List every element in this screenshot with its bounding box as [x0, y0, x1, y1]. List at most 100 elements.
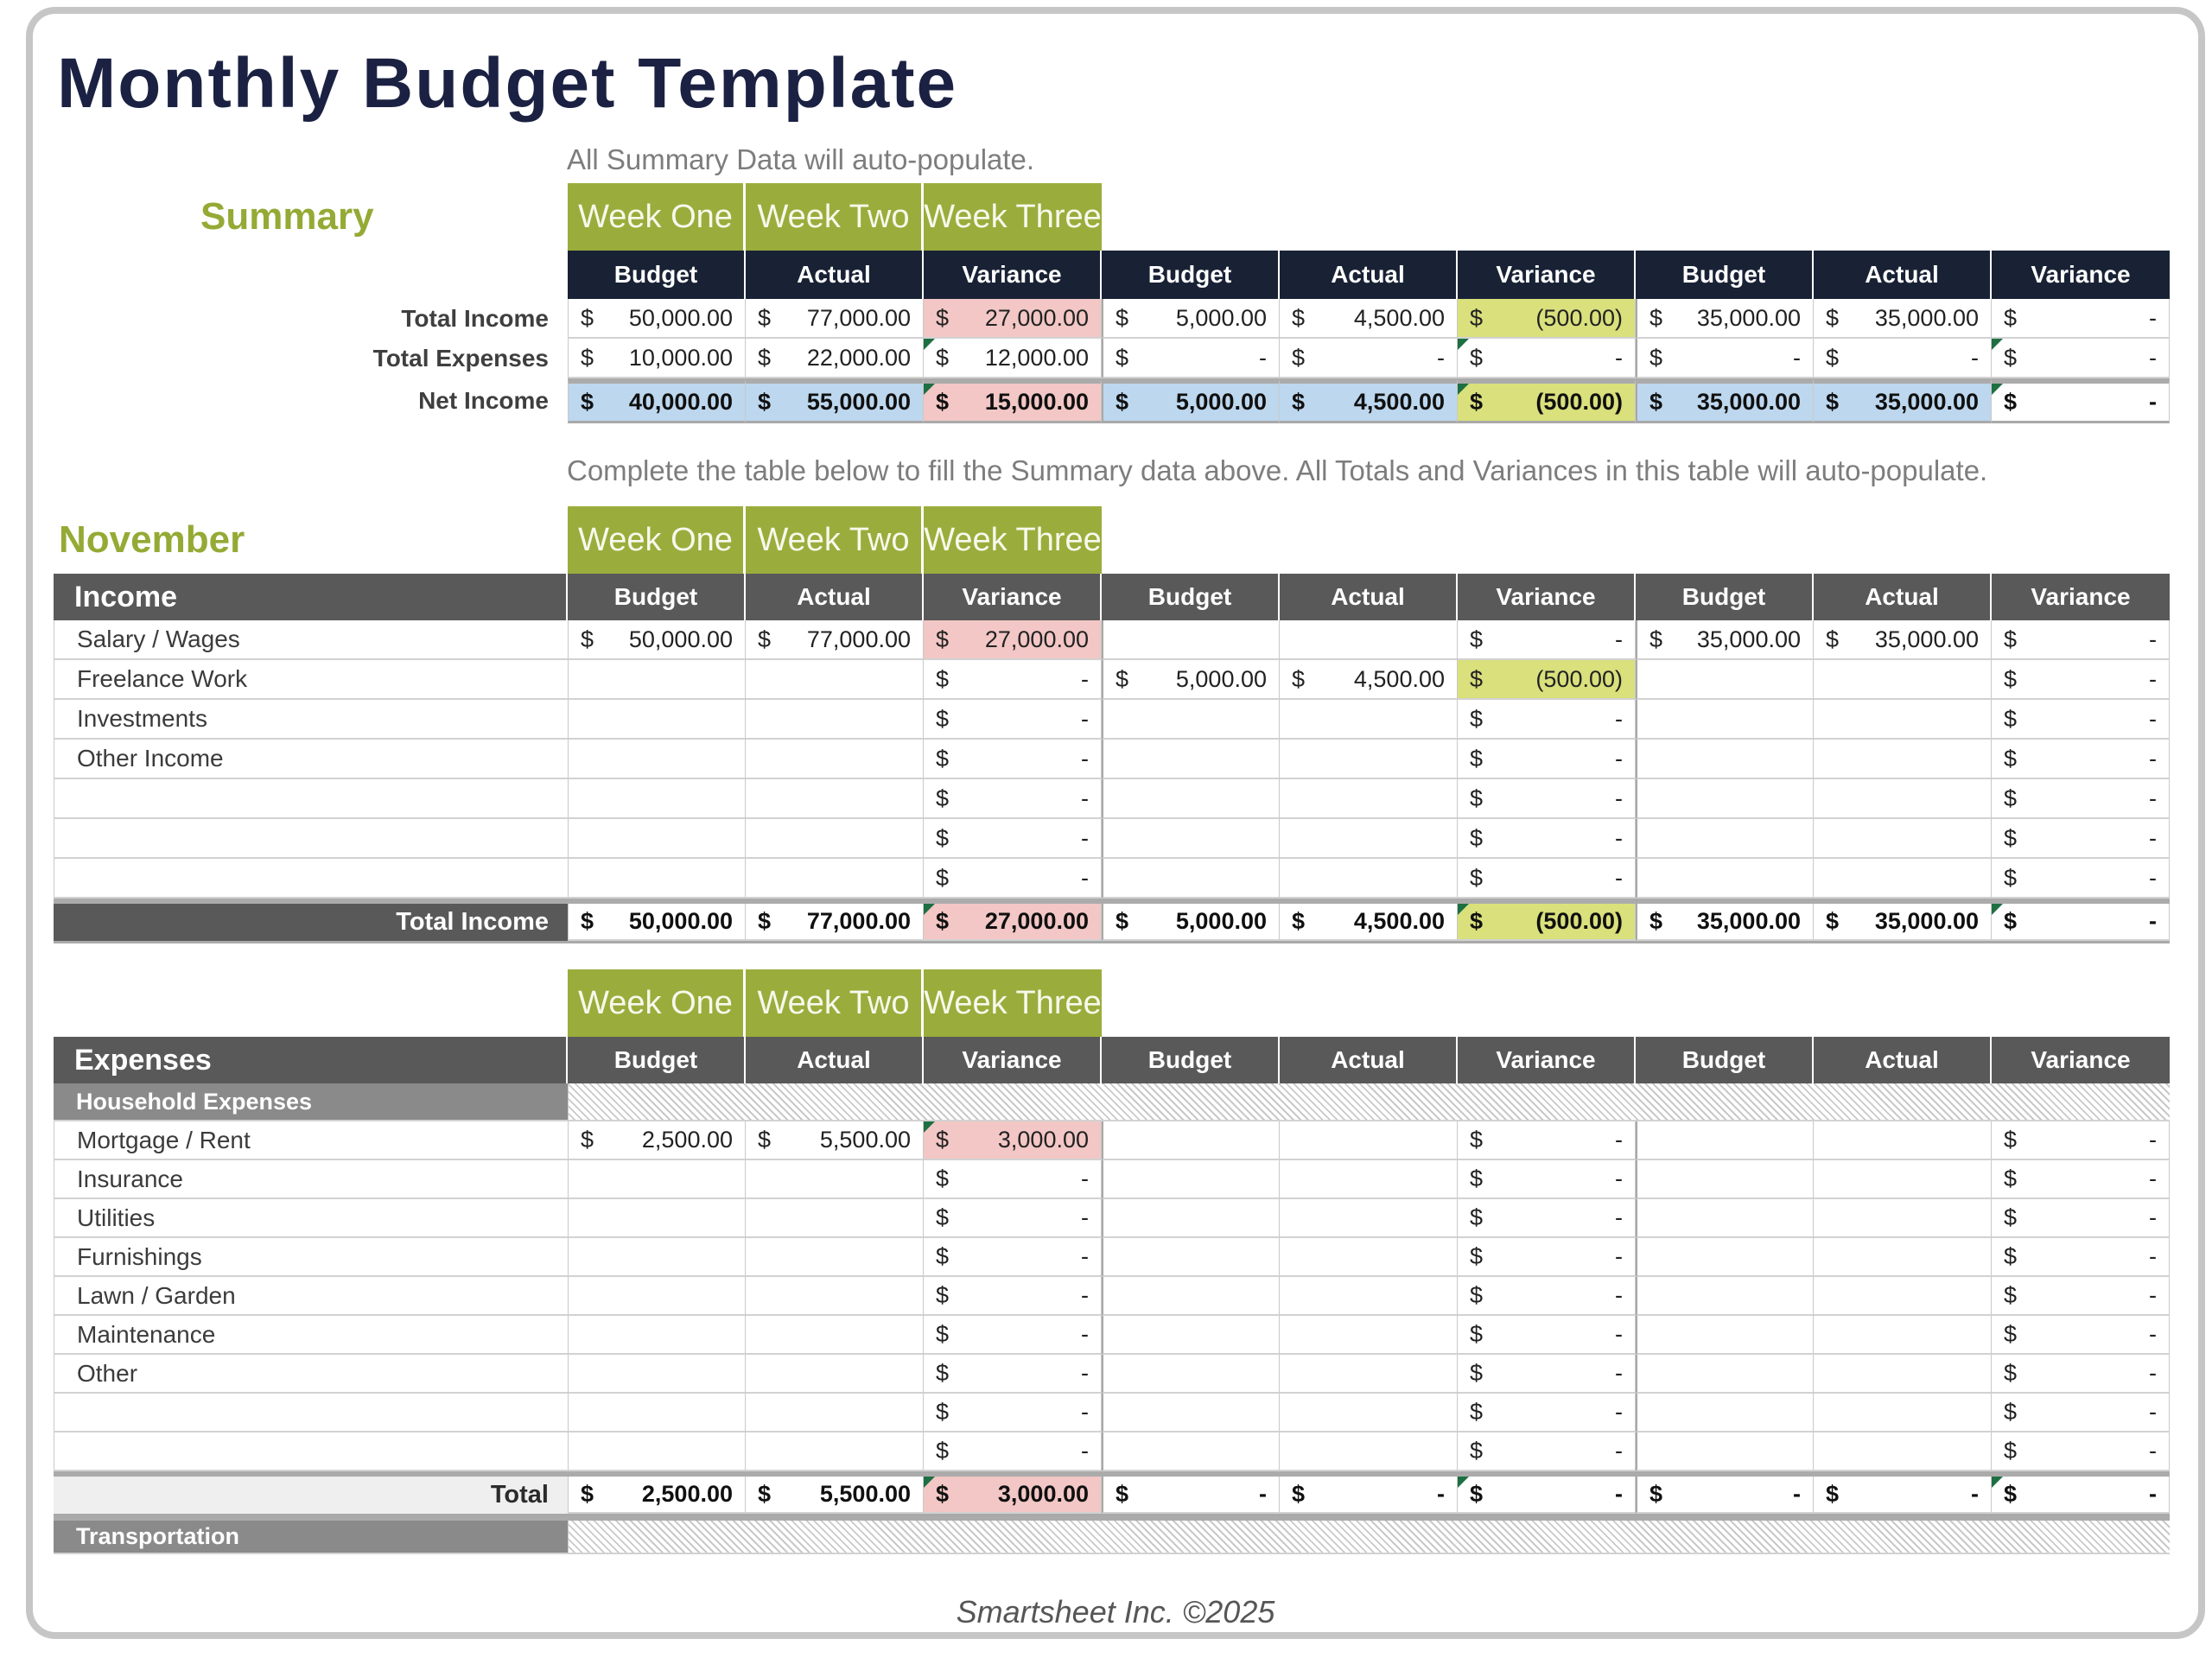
cell[interactable] [1814, 1355, 1992, 1394]
cell[interactable] [1636, 779, 1814, 819]
row-label[interactable]: Maintenance [54, 1316, 568, 1355]
cell[interactable] [1280, 1394, 1458, 1432]
cell[interactable] [1636, 660, 1814, 700]
cell[interactable] [1280, 1355, 1458, 1394]
column-header-cell[interactable]: Variance [924, 574, 1102, 620]
cell[interactable]: $27,000.00 [924, 620, 1102, 660]
cell[interactable] [746, 1432, 924, 1471]
cell[interactable]: $ - [1458, 1394, 1636, 1432]
cell[interactable] [568, 660, 746, 700]
column-header-cell[interactable]: Budget [1102, 251, 1280, 299]
column-header-cell[interactable]: Actual [1280, 574, 1458, 620]
cell[interactable]: $ - [1992, 1316, 2170, 1355]
cell[interactable]: $ - [1992, 740, 2170, 779]
cell[interactable]: $5,000.00 [1102, 660, 1280, 700]
cell[interactable]: $ - [1458, 1316, 1636, 1355]
cell[interactable]: $50,000.00 [568, 620, 746, 660]
cell[interactable] [746, 1238, 924, 1277]
column-header-cell[interactable]: Budget [568, 1037, 746, 1083]
cell[interactable]: $35,000.00 [1636, 904, 1814, 941]
cell[interactable]: $ - [1458, 700, 1636, 740]
row-label[interactable]: Salary / Wages [54, 620, 568, 660]
cell[interactable] [1280, 620, 1458, 660]
cell[interactable]: $ - [924, 1394, 1102, 1432]
cell[interactable]: $5,500.00 [746, 1121, 924, 1160]
cell[interactable] [1280, 1277, 1458, 1316]
cell[interactable] [746, 819, 924, 859]
cell[interactable]: $ - [924, 1199, 1102, 1238]
cell[interactable] [1814, 1394, 1992, 1432]
cell[interactable] [746, 859, 924, 899]
section-label[interactable]: Household Expenses [54, 1083, 568, 1121]
cell[interactable]: $ (500.00) [1458, 299, 1636, 339]
cell[interactable]: $ - [924, 1432, 1102, 1471]
cell[interactable]: $ - [1814, 339, 1992, 378]
week-header-cell[interactable]: Week Three [924, 183, 1102, 251]
cell[interactable] [1102, 1160, 1280, 1199]
cell[interactable]: $ (500.00) [1458, 378, 1636, 423]
row-label[interactable]: Insurance [54, 1160, 568, 1199]
cell[interactable] [1102, 819, 1280, 859]
row-label[interactable]: Other [54, 1355, 568, 1394]
cell[interactable]: $ (500.00) [1458, 660, 1636, 700]
cell[interactable]: $ - [924, 819, 1102, 859]
cell[interactable]: $5,000.00 [1102, 904, 1280, 941]
week-header-cell[interactable]: Week One [568, 183, 746, 251]
cell[interactable] [1102, 1277, 1280, 1316]
cell[interactable]: $3,000.00 [924, 1477, 1102, 1514]
cell[interactable]: $ - [1992, 819, 2170, 859]
cell[interactable]: $2,500.00 [568, 1121, 746, 1160]
cell[interactable]: $50,000.00 [568, 299, 746, 339]
cell[interactable] [1814, 819, 1992, 859]
row-label[interactable]: Investments [54, 700, 568, 740]
cell[interactable] [568, 1199, 746, 1238]
cell[interactable]: $ - [1458, 1355, 1636, 1394]
cell[interactable] [568, 1238, 746, 1277]
cell[interactable] [1102, 1432, 1280, 1471]
cell[interactable]: $35,000.00 [1814, 904, 1992, 941]
cell[interactable] [1280, 740, 1458, 779]
cell[interactable] [1102, 1199, 1280, 1238]
cell[interactable] [746, 1355, 924, 1394]
cell[interactable]: $ - [1992, 904, 2170, 941]
cell[interactable] [1814, 660, 1992, 700]
cell[interactable]: $ - [1458, 1432, 1636, 1471]
cell[interactable]: $ - [924, 660, 1102, 700]
cell[interactable] [1814, 1316, 1992, 1355]
cell[interactable] [568, 779, 746, 819]
cell[interactable]: $35,000.00 [1636, 620, 1814, 660]
row-label[interactable] [54, 1432, 568, 1471]
cell[interactable]: $35,000.00 [1636, 299, 1814, 339]
cell[interactable] [1814, 1432, 1992, 1471]
cell[interactable] [746, 1394, 924, 1432]
cell[interactable]: $ - [1992, 1199, 2170, 1238]
cell[interactable] [568, 1160, 746, 1199]
cell[interactable] [568, 1394, 746, 1432]
cell[interactable]: $ - [1458, 1277, 1636, 1316]
cell[interactable]: $ - [1992, 1394, 2170, 1432]
week-header-cell[interactable]: Week Two [746, 183, 924, 251]
week-header-cell[interactable]: Week Two [746, 506, 924, 574]
cell[interactable] [1102, 700, 1280, 740]
column-header-cell[interactable]: Budget [568, 574, 746, 620]
cell[interactable] [746, 1316, 924, 1355]
column-header-cell[interactable]: Budget [1636, 251, 1814, 299]
cell[interactable] [746, 1277, 924, 1316]
column-header-cell[interactable]: Actual [1814, 1037, 1992, 1083]
cell[interactable]: $ - [1992, 779, 2170, 819]
cell[interactable] [746, 1160, 924, 1199]
week-header-cell[interactable]: Week One [568, 969, 746, 1037]
row-label[interactable] [54, 819, 568, 859]
cell[interactable]: $5,000.00 [1102, 378, 1280, 423]
column-header-cell[interactable]: Budget [568, 251, 746, 299]
cell[interactable] [1636, 1355, 1814, 1394]
cell[interactable]: $ - [1992, 660, 2170, 700]
cell[interactable]: $ - [1992, 1277, 2170, 1316]
cell[interactable]: $ - [1992, 1432, 2170, 1471]
cell[interactable] [1636, 1277, 1814, 1316]
cell[interactable]: $ - [1280, 339, 1458, 378]
cell[interactable]: $ - [1992, 378, 2170, 423]
week-header-cell[interactable]: Week Two [746, 969, 924, 1037]
cell[interactable] [1636, 859, 1814, 899]
table-header-income[interactable]: Income [54, 574, 568, 620]
